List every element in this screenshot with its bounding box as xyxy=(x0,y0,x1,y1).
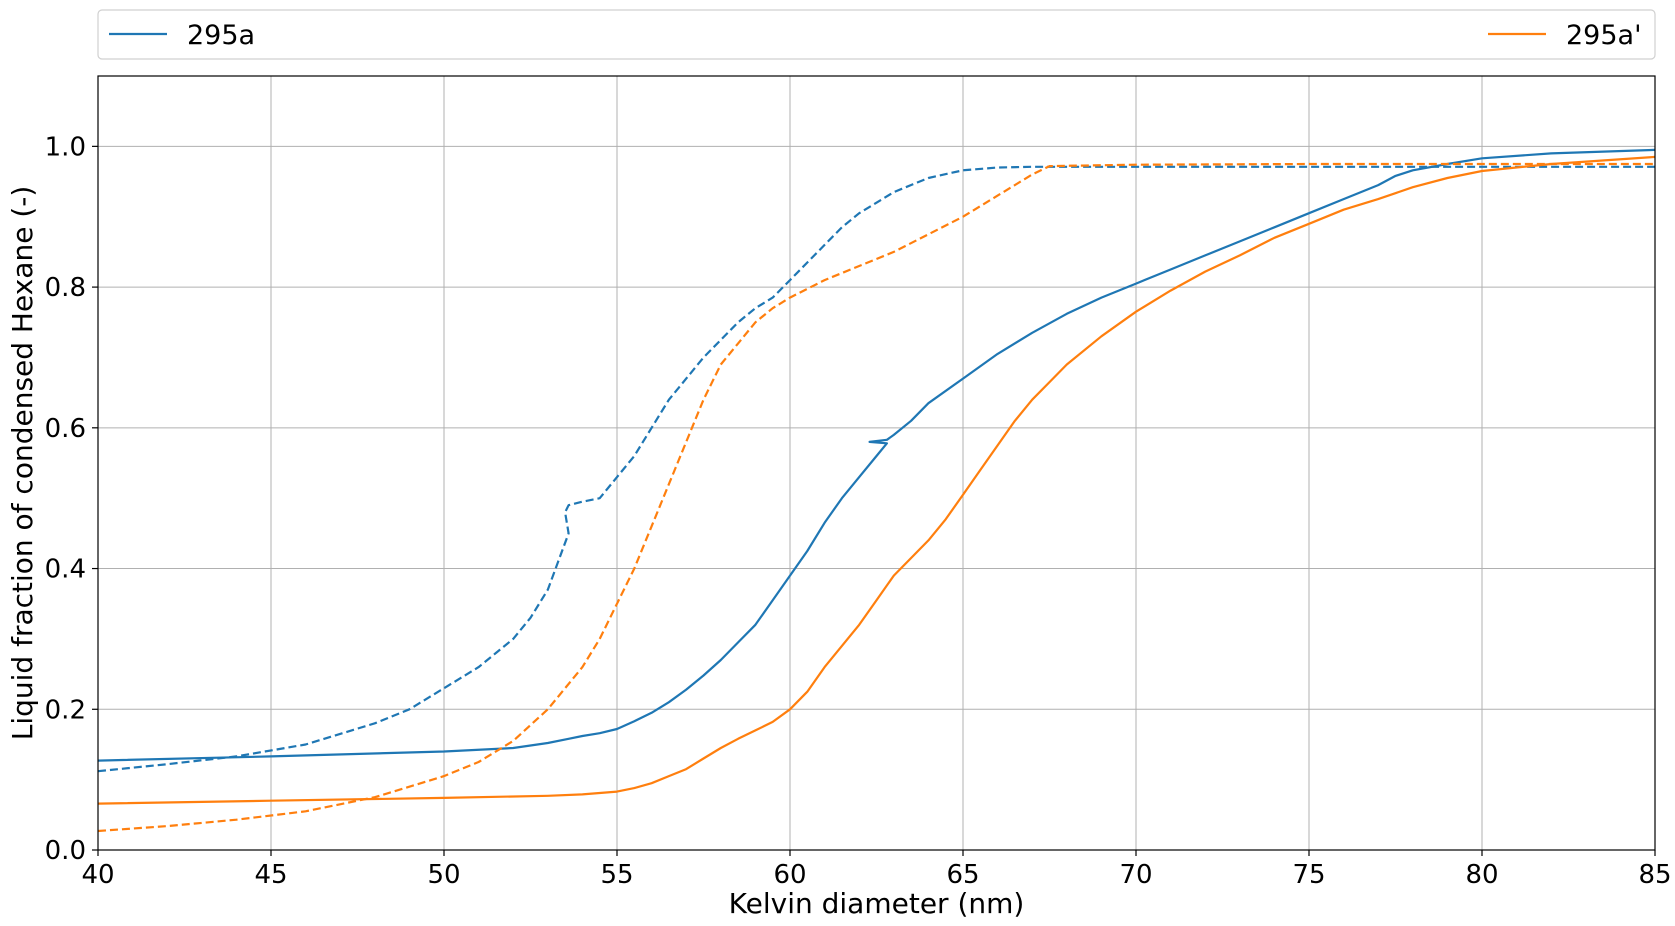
y-tick-label: 1.0 xyxy=(45,132,86,162)
legend-box xyxy=(97,9,1656,60)
y-tick-label: 0.4 xyxy=(45,555,86,585)
x-tick-label: 55 xyxy=(600,860,633,890)
y-tick-label: 0.6 xyxy=(45,414,86,444)
legend: 295a 295a' xyxy=(97,9,1656,60)
y-tick-label: 0.2 xyxy=(45,695,86,725)
legend-label-295a: 295a xyxy=(187,20,255,51)
legend-label-295a-prime: 295a' xyxy=(1566,20,1642,51)
series-line-dashed-1 xyxy=(97,165,1655,773)
x-tick-label: 70 xyxy=(1119,860,1152,890)
x-tick-label: 60 xyxy=(773,860,806,890)
y-axis-label: Liquid fraction of condensed Hexane (-) xyxy=(6,186,39,741)
series-line-solid-2 xyxy=(97,155,1656,805)
x-axis-label: Kelvin diameter (nm) xyxy=(729,887,1025,920)
grid-lines xyxy=(97,76,1656,851)
x-tick-label: 80 xyxy=(1465,860,1498,890)
series-lines xyxy=(97,148,1656,833)
series-line-solid-0 xyxy=(97,148,1656,762)
plot-frame xyxy=(97,75,1656,851)
x-tick-label: 45 xyxy=(254,860,287,890)
series-line-dashed-3 xyxy=(97,162,1655,833)
axis-ticks: 40 45 50 55 60 65 70 75 80 85 0.0 0.2 0.4 0.6 0.8 1.0 xyxy=(45,132,1672,890)
x-tick-label: 50 xyxy=(427,860,460,890)
y-tick-label: 0.8 xyxy=(45,273,86,303)
x-tick-label: 40 xyxy=(81,860,114,890)
x-tick-label: 75 xyxy=(1292,860,1325,890)
x-tick-label: 85 xyxy=(1638,860,1671,890)
y-tick-label: 0.0 xyxy=(45,836,86,866)
x-tick-label: 65 xyxy=(946,860,979,890)
